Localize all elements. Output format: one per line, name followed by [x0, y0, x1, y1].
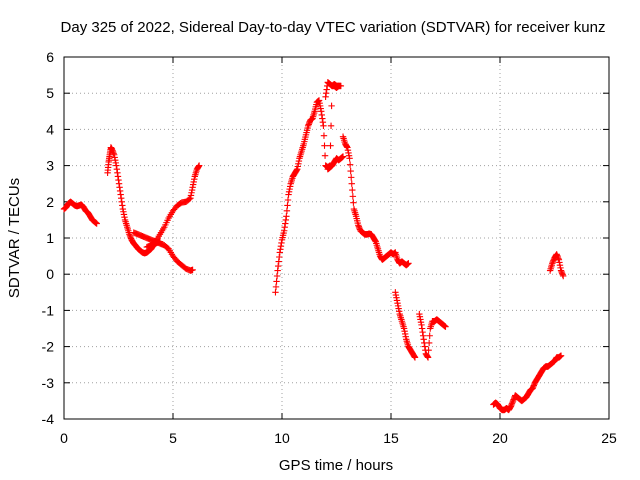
x-tick-label: 10 [274, 430, 290, 446]
y-tick-label: 0 [46, 266, 54, 282]
y-tick-label: -2 [42, 339, 55, 355]
series-seg5 [272, 80, 342, 296]
data-point [442, 323, 449, 330]
data-point [328, 102, 335, 110]
data-point [339, 153, 347, 160]
data-point [273, 278, 280, 285]
data-point [426, 332, 433, 339]
data-point [349, 186, 356, 194]
data-point [405, 260, 412, 267]
data-point [189, 266, 196, 274]
data-point [284, 196, 292, 204]
data-point [272, 289, 279, 296]
y-tick-label: -3 [42, 375, 55, 391]
data-point [273, 272, 281, 280]
data-point [320, 132, 328, 139]
x-tick-label: 0 [60, 430, 68, 446]
series-seg4 [143, 162, 203, 251]
data-point [348, 174, 355, 181]
data-point [425, 339, 433, 347]
series-seg9 [392, 289, 419, 361]
x-tick-label: 25 [601, 430, 617, 446]
data-point [350, 199, 357, 206]
data-point [347, 167, 354, 175]
data-point [424, 354, 432, 361]
data-point [283, 213, 290, 220]
data-point [560, 272, 567, 280]
data-point [272, 283, 280, 291]
data-point [283, 207, 291, 215]
y-tick-label: -4 [42, 411, 55, 427]
y-tick-label: 6 [46, 49, 54, 65]
data-point [349, 193, 357, 200]
data-point [425, 347, 432, 354]
y-tick-label: 3 [46, 158, 54, 174]
data-point [284, 202, 291, 209]
series-seg7 [324, 153, 347, 173]
data-points [60, 79, 567, 414]
series-seg8 [339, 133, 412, 269]
data-point [321, 152, 329, 159]
data-point [346, 161, 354, 168]
data-point [93, 220, 100, 227]
data-point [327, 122, 335, 129]
series-seg6 [322, 79, 345, 101]
data-point [327, 142, 334, 149]
x-tick-label: 15 [383, 430, 399, 446]
plot-frame [63, 56, 610, 420]
series-seg12 [546, 251, 567, 280]
data-point [557, 352, 565, 359]
y-tick-label: 4 [46, 121, 54, 137]
y-axis-title: SDTVAR / TECUs [6, 178, 23, 298]
y-tick-label: 5 [46, 85, 54, 101]
chart-title: Day 325 of 2022, Sidereal Day-to-day VTE… [61, 19, 606, 36]
x-axis-title: GPS time / hours [279, 457, 393, 474]
data-point [195, 162, 203, 169]
data-point [411, 354, 419, 361]
y-tick-label: 2 [46, 194, 54, 210]
y-tick-label: 1 [46, 230, 54, 246]
series-seg1 [60, 198, 100, 227]
series-seg10 [416, 310, 449, 361]
x-tick-label: 5 [169, 430, 177, 446]
data-point [348, 180, 355, 187]
data-point [186, 195, 193, 203]
data-point [321, 142, 328, 149]
data-point [320, 122, 327, 129]
x-tick-label: 20 [492, 430, 508, 446]
series-seg11 [490, 352, 565, 414]
data-point [337, 82, 345, 90]
data-point [346, 155, 353, 162]
y-tick-label: -1 [42, 302, 55, 318]
